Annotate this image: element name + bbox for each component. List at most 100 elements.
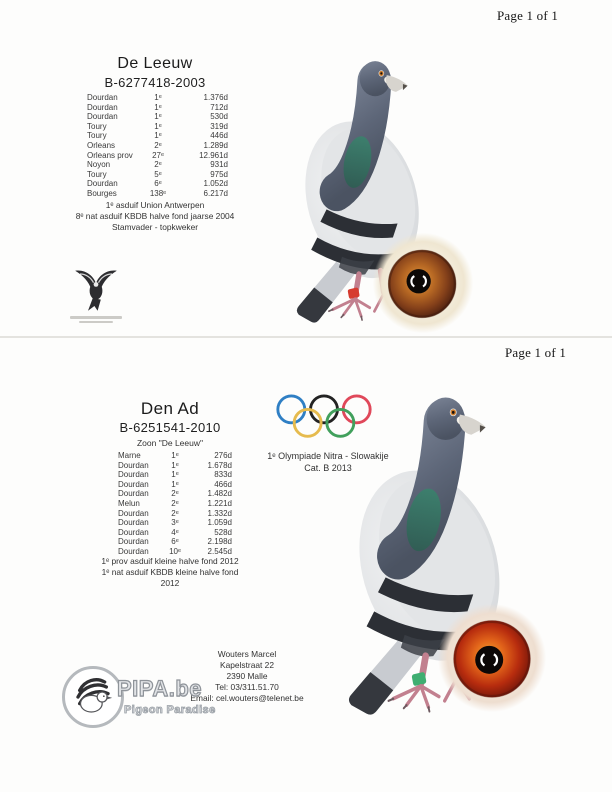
text-line: Email: cel.wouters@telenet.be [190, 693, 304, 703]
achievement-notes: 1ᵉ prov asduif kleine halve fond 2012 1ᵉ … [70, 556, 270, 589]
race-name: Dourdan [118, 470, 149, 480]
race-name: Dourdan [118, 546, 149, 556]
race-count: 446d [210, 131, 228, 141]
result-row: Dourdan 1ᵉ 466d [118, 480, 232, 490]
race-name: Toury [87, 169, 107, 179]
text-line: Stamvader - topkweker [111, 222, 199, 232]
pipa-emblem-circle [62, 666, 124, 728]
race-name: Marne [118, 451, 141, 460]
page-number-label: Page 1 of 1 [497, 8, 559, 23]
race-position: 3ᵉ [171, 518, 179, 528]
race-position: 2ᵉ [171, 489, 179, 499]
result-row: Bourges 138ᵉ 6.217d [87, 189, 228, 199]
race-position: 6ᵉ [154, 179, 162, 189]
race-position: 1ᵉ [154, 112, 162, 122]
race-name: Toury [87, 131, 107, 141]
result-row: Dourdan 1ᵉ 1.678d [118, 461, 232, 471]
result-row: Dourdan 1ᵉ 712d [87, 103, 228, 113]
olympiad-citation: 1ᵉ Olympiade Nitra - Slowakije Cat. B 201… [253, 451, 403, 474]
race-results-table: Marne 1ᵉ 276d Dourdan 1ᵉ 1.678d Dourdan 1ᵉ 833d D… [118, 451, 232, 557]
text-line: 1ᵉ nat asduif KBDB kleine halve fond [101, 567, 239, 577]
text-line: Tel: 03/311.51.70 [215, 682, 279, 692]
race-count: 530d [210, 112, 228, 122]
race-name: Bourges [87, 188, 117, 198]
scan-page-top: Page 1 of 1 De Leeuw B-6277418-2003 Dour… [0, 0, 612, 336]
race-count: 931d [210, 160, 228, 170]
race-name: Dourdan [118, 537, 149, 547]
logo-caption-smudge [79, 321, 113, 323]
race-count: 6.217d [203, 188, 228, 198]
race-position: 6ᵉ [171, 537, 179, 547]
race-position: 2ᵉ [171, 508, 179, 518]
race-results-table: Dourdan 1ᵉ 1.376d Dourdan 1ᵉ 712d Dourdan 1ᵉ 530… [87, 93, 228, 199]
olympic-rings-icon [276, 394, 372, 438]
race-name: Dourdan [118, 518, 149, 528]
dove-icon [76, 678, 113, 713]
text-line: Cat. B 2013 [304, 462, 352, 473]
result-row: Dourdan 6ᵉ 2.198d [118, 537, 232, 547]
pipa-logo: PIPA.be Pigeon Paradise [60, 662, 250, 734]
race-position: 1ᵉ [171, 460, 179, 470]
pedigree-header: De Leeuw B-6277418-2003 [55, 55, 255, 90]
text-line: 2390 Malle [226, 671, 268, 681]
race-name: Orleans prov [87, 150, 133, 160]
race-count: 466d [214, 479, 232, 489]
race-count: 276d [214, 451, 232, 460]
race-count: 712d [210, 102, 228, 112]
pipa-brand-text: PIPA.be [116, 675, 203, 701]
race-count: 1.332d [207, 508, 232, 518]
text-line: Wouters Marcel [217, 649, 277, 659]
result-row: Toury 5ᵉ 975d [87, 170, 228, 180]
result-row: Dourdan 2ᵉ 1.332d [118, 509, 232, 519]
flying-pigeon-logo [60, 266, 132, 328]
race-name: Dourdan [87, 102, 118, 112]
race-position: 1ᵉ [171, 451, 179, 460]
race-position: 138ᵉ [149, 188, 167, 198]
logo-caption-smudge [70, 316, 122, 319]
race-count: 1.052d [203, 179, 228, 189]
race-name: Dourdan [118, 508, 149, 518]
owner-contact-block: Wouters Marcel Kapelstraat 22 2390 Malle Te… [152, 649, 342, 704]
race-name: Dourdan [118, 527, 149, 537]
pigeon-name: Den Ad [140, 399, 200, 418]
page-number-label: Page 1 of 1 [505, 345, 567, 360]
race-position: 5ᵉ [154, 169, 162, 179]
race-count: 975d [210, 169, 228, 179]
race-count: 1.376d [203, 93, 228, 102]
text-line: Kapelstraat 22 [219, 660, 274, 670]
race-position: 10ᵉ [169, 546, 181, 556]
race-count: 2.198d [207, 537, 232, 547]
scan-page-bottom: Page 1 of 1 Den Ad B-6251541-2010 Zoon "… [0, 338, 612, 792]
race-name: Dourdan [87, 93, 118, 102]
ring-number: B-6277418-2003 [104, 75, 206, 90]
race-count: 833d [214, 470, 232, 480]
text-line: 1ᵉ prov asduif kleine halve fond 2012 [101, 556, 239, 566]
race-position: 4ᵉ [171, 527, 179, 537]
text-line: 1ᵉ asduif Union Antwerpen [105, 200, 205, 210]
pedigree-header: Den Ad B-6251541-2010 Zoon "De Leeuw" [70, 399, 270, 449]
text-line: 1ᵉ Olympiade Nitra - Slowakije [267, 451, 389, 461]
result-row: Orleans 2ᵉ 1.289d [87, 141, 228, 151]
race-count: 1.221d [207, 498, 232, 508]
race-position: 2ᵉ [171, 498, 179, 508]
race-count: 1.678d [207, 460, 232, 470]
text-line: 8ᵉ nat asduif KBDB halve fond jaarse 200… [75, 211, 235, 221]
race-position: 2ᵉ [154, 160, 162, 170]
result-row: Toury 1ᵉ 319d [87, 122, 228, 132]
result-row: Dourdan 2ᵉ 1.482d [118, 489, 232, 499]
result-row: Orleans prov 27ᵉ 12.961d [87, 151, 228, 161]
page-divider [0, 336, 612, 338]
race-count: 1.482d [207, 489, 232, 499]
race-name: Toury [87, 121, 107, 131]
race-position: 1ᵉ [171, 479, 179, 489]
race-position: 1ᵉ [154, 121, 162, 131]
race-count: 12.961d [199, 150, 228, 160]
race-name: Dourdan [118, 489, 149, 499]
race-name: Dourdan [118, 460, 149, 470]
parentage-line: Zoon "De Leeuw" [136, 438, 204, 448]
race-position: 1ᵉ [154, 93, 162, 102]
eye-photo-top [372, 232, 474, 334]
result-row: Dourdan 1ᵉ 530d [87, 112, 228, 122]
result-row: Dourdan 10ᵉ 2.545d [118, 547, 232, 557]
race-count: 319d [210, 121, 228, 131]
